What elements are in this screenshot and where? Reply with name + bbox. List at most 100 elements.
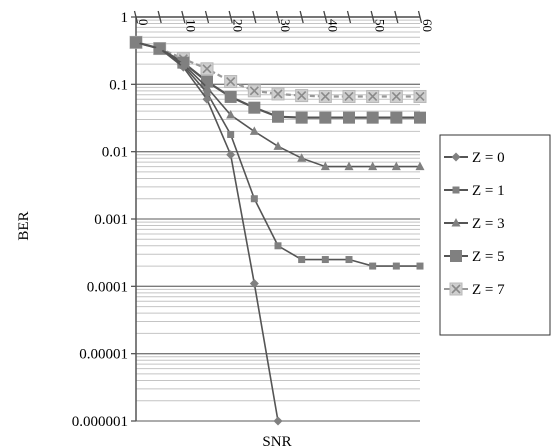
data-point — [200, 62, 214, 76]
x-tick-mark — [228, 10, 233, 24]
data-point — [155, 44, 165, 54]
data-point — [321, 256, 329, 264]
x-tick-mark — [323, 10, 328, 24]
legend-marker — [451, 218, 461, 227]
y-tick-label: 0.001 — [94, 212, 128, 228]
data-point — [297, 153, 307, 162]
x-tick-mark — [275, 10, 281, 24]
data-point-cross — [226, 76, 236, 87]
data-point — [273, 141, 283, 150]
grid — [136, 16, 420, 422]
legend-marker-cross — [451, 284, 461, 294]
legend-label: Z = 5 — [472, 249, 505, 265]
data-point-cross — [297, 91, 307, 101]
x-tick-label: 40 — [325, 19, 340, 32]
axis-labels: SNR BER — [16, 211, 292, 448]
data-point — [389, 89, 403, 103]
y-tick-label: 0.0001 — [87, 279, 128, 295]
data-point — [318, 89, 332, 103]
data-point — [392, 262, 400, 270]
legend-label: Z = 7 — [472, 282, 505, 298]
data-point — [226, 150, 236, 160]
data-point — [345, 256, 353, 264]
data-point — [295, 89, 309, 103]
y-tick-label: 1 — [121, 10, 129, 26]
data-point-cross — [202, 64, 212, 74]
x-tick-mark — [157, 10, 162, 24]
data-point — [203, 89, 211, 97]
data-point — [273, 416, 283, 426]
x-tick-mark — [252, 10, 257, 24]
data-point — [227, 130, 235, 138]
data-point — [202, 94, 212, 104]
series-z7 — [129, 35, 427, 103]
data-point — [249, 279, 259, 289]
x-tick-label: 60 — [420, 19, 435, 32]
data-point — [413, 89, 427, 103]
data-point — [366, 111, 379, 124]
data-point — [202, 82, 212, 91]
data-point-cross — [320, 91, 330, 102]
data-point — [272, 110, 284, 123]
data-point — [344, 161, 354, 171]
x-tick-mark — [181, 10, 186, 24]
data-point — [319, 111, 332, 124]
data-point — [250, 195, 258, 203]
data-point — [248, 101, 261, 114]
data-point — [416, 262, 424, 270]
data-point-cross — [273, 89, 283, 99]
legend-entry: Z = 5 — [444, 249, 505, 265]
legend-marker — [450, 250, 462, 262]
data-point-cross — [368, 91, 378, 102]
data-point-cross — [391, 91, 401, 102]
x-tick-label: 0 — [136, 19, 151, 26]
data-point — [247, 84, 261, 98]
data-point — [343, 111, 355, 124]
data-point — [391, 161, 401, 171]
data-point — [178, 62, 188, 72]
data-point — [298, 256, 306, 264]
x-tick-mark — [346, 10, 352, 24]
legend-marker — [452, 186, 460, 194]
y-tick-label: 0.1 — [109, 77, 128, 93]
legend-label: Z = 1 — [472, 183, 505, 199]
y-tick-label: 0.00001 — [79, 347, 128, 363]
data-point-cross — [249, 86, 259, 96]
legend-marker — [449, 282, 463, 296]
x-tick-mark — [417, 10, 423, 24]
data-point-cross — [415, 91, 425, 102]
data-point-cross — [344, 91, 354, 102]
data-point — [320, 161, 330, 171]
axes: 0 10 20 30 40 50 60 1 0.1 0.01 0.001 0.0001 0.00001 0… — [72, 10, 435, 430]
data-point — [342, 89, 356, 103]
data-point — [390, 111, 403, 124]
legend-box — [439, 134, 551, 336]
x-tick-mark — [394, 10, 399, 24]
data-point — [366, 89, 380, 103]
data-point — [368, 161, 378, 171]
data-point — [226, 110, 236, 119]
x-tick-mark — [299, 10, 304, 24]
legend-marker — [451, 152, 461, 162]
data-point — [224, 90, 237, 103]
data-point — [295, 111, 308, 124]
x-tick-label: 10 — [183, 19, 198, 32]
plot-series — [129, 35, 427, 426]
legend-label: Z = 0 — [472, 150, 505, 166]
x-tick-label: 30 — [278, 19, 293, 32]
x-tick-label: 50 — [373, 19, 388, 32]
legend-entry: Z = 0 — [444, 150, 505, 166]
legend-entry: Z = 7 — [444, 282, 505, 298]
legend-entry: Z = 1 — [444, 183, 505, 199]
data-point — [224, 75, 238, 89]
legend: Z = 0 Z = 1 Z = 3 Z = 5 Z = 7 — [439, 134, 551, 336]
data-point — [249, 126, 259, 135]
data-point — [131, 37, 141, 47]
x-tick-mark — [204, 10, 210, 24]
data-point — [369, 262, 377, 270]
x-tick-mark — [370, 10, 375, 24]
x-axis-title: SNR — [262, 434, 291, 448]
y-tick-label: 0.01 — [102, 145, 128, 161]
data-point — [274, 242, 282, 250]
